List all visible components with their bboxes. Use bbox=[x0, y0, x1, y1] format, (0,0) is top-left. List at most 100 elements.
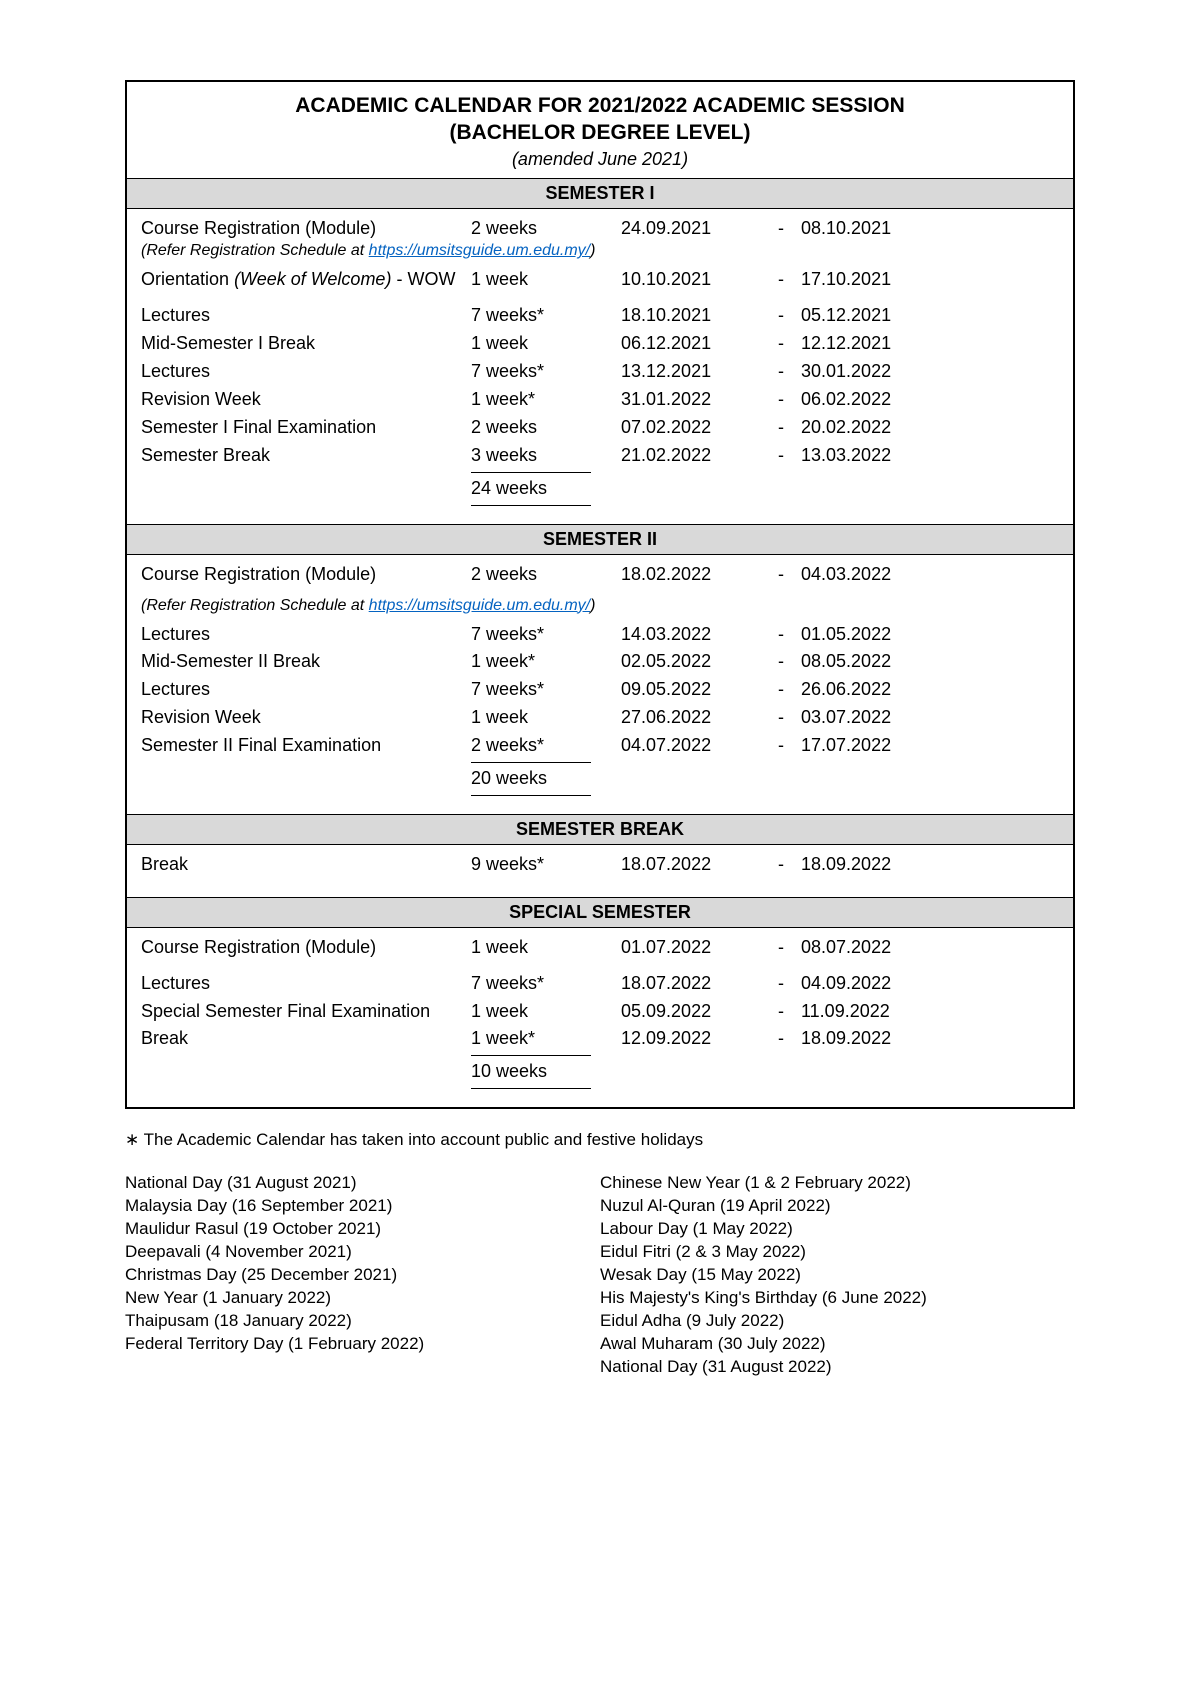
calendar-row: Revision Week1 week*31.01.2022-06.02.202… bbox=[141, 386, 1059, 414]
row-end-date: 04.03.2022 bbox=[801, 561, 941, 589]
row-start-date: 14.03.2022 bbox=[621, 621, 761, 649]
row-separator: - bbox=[761, 330, 801, 358]
row-duration: 1 week* bbox=[471, 648, 621, 676]
row-separator: - bbox=[761, 676, 801, 704]
holiday-item: Federal Territory Day (1 February 2022) bbox=[125, 1333, 600, 1356]
holiday-item: Eidul Fitri (2 & 3 May 2022) bbox=[600, 1241, 1075, 1264]
row-end-date: 05.12.2021 bbox=[801, 302, 941, 330]
row-description: Course Registration (Module) bbox=[141, 561, 471, 589]
calendar-row: Course Registration (Module)2 weeks24.09… bbox=[141, 215, 1059, 243]
row-duration: 7 weeks* bbox=[471, 358, 621, 386]
row-duration: 2 weeks* bbox=[471, 732, 621, 760]
row-description: Lectures bbox=[141, 358, 471, 386]
row-description: Revision Week bbox=[141, 704, 471, 732]
title-block: ACADEMIC CALENDAR FOR 2021/2022 ACADEMIC… bbox=[127, 82, 1073, 178]
holiday-item: Christmas Day (25 December 2021) bbox=[125, 1264, 600, 1287]
calendar-row: Semester Break3 weeks21.02.2022-13.03.20… bbox=[141, 442, 1059, 470]
row-description: Semester I Final Examination bbox=[141, 414, 471, 442]
calendar-row: Revision Week1 week27.06.2022-03.07.2022 bbox=[141, 704, 1059, 732]
row-end-date: 04.09.2022 bbox=[801, 970, 941, 998]
row-description: Semester Break bbox=[141, 442, 471, 470]
refer-link[interactable]: https://umsitsguide.um.edu.my/ bbox=[369, 242, 590, 259]
row-duration: 7 weeks* bbox=[471, 302, 621, 330]
row-start-date: 18.10.2021 bbox=[621, 302, 761, 330]
row-description: Lectures bbox=[141, 621, 471, 649]
calendar-container: ACADEMIC CALENDAR FOR 2021/2022 ACADEMIC… bbox=[125, 80, 1075, 1109]
total-weeks: 10 weeks bbox=[471, 1055, 591, 1089]
holiday-item: National Day (31 August 2021) bbox=[125, 1172, 600, 1195]
calendar-row: Course Registration (Module)2 weeks18.02… bbox=[141, 561, 1059, 589]
row-end-date: 01.05.2022 bbox=[801, 621, 941, 649]
calendar-row: Special Semester Final Examination1 week… bbox=[141, 998, 1059, 1026]
holiday-columns: National Day (31 August 2021)Malaysia Da… bbox=[125, 1172, 1075, 1378]
row-separator: - bbox=[761, 358, 801, 386]
row-separator: - bbox=[761, 414, 801, 442]
row-separator: - bbox=[761, 732, 801, 760]
row-separator: - bbox=[761, 648, 801, 676]
row-duration: 2 weeks bbox=[471, 215, 621, 243]
row-separator: - bbox=[761, 851, 801, 879]
row-separator: - bbox=[761, 266, 801, 294]
calendar-row: Mid-Semester II Break1 week*02.05.2022-0… bbox=[141, 648, 1059, 676]
section-header: SEMESTER II bbox=[127, 524, 1073, 555]
row-duration: 1 week bbox=[471, 998, 621, 1026]
row-start-date: 01.07.2022 bbox=[621, 934, 761, 962]
row-separator: - bbox=[761, 442, 801, 470]
section-body: Course Registration (Module)1 week01.07.… bbox=[127, 928, 1073, 1107]
row-start-date: 06.12.2021 bbox=[621, 330, 761, 358]
footnote-text: ∗ The Academic Calendar has taken into a… bbox=[125, 1129, 1075, 1152]
title-line2: (BACHELOR DEGREE LEVEL) bbox=[147, 119, 1053, 146]
refer-link[interactable]: https://umsitsguide.um.edu.my/ bbox=[369, 597, 590, 614]
row-start-date: 18.07.2022 bbox=[621, 851, 761, 879]
row-duration: 1 week bbox=[471, 934, 621, 962]
row-start-date: 24.09.2021 bbox=[621, 215, 761, 243]
calendar-row: Mid-Semester I Break1 week06.12.2021-12.… bbox=[141, 330, 1059, 358]
section-body: Course Registration (Module)2 weeks18.02… bbox=[127, 555, 1073, 814]
row-separator: - bbox=[761, 704, 801, 732]
row-duration: 2 weeks bbox=[471, 414, 621, 442]
row-start-date: 10.10.2021 bbox=[621, 266, 761, 294]
row-end-date: 08.07.2022 bbox=[801, 934, 941, 962]
row-start-date: 18.02.2022 bbox=[621, 561, 761, 589]
section-header: SEMESTER BREAK bbox=[127, 814, 1073, 845]
row-description: Break bbox=[141, 1025, 471, 1053]
row-duration: 3 weeks bbox=[471, 442, 621, 470]
row-description: Course Registration (Module) bbox=[141, 215, 471, 243]
holiday-item: His Majesty's King's Birthday (6 June 20… bbox=[600, 1287, 1075, 1310]
holiday-item: Labour Day (1 May 2022) bbox=[600, 1218, 1075, 1241]
calendar-row: Lectures7 weeks*13.12.2021-30.01.2022 bbox=[141, 358, 1059, 386]
row-end-date: 06.02.2022 bbox=[801, 386, 941, 414]
row-start-date: 27.06.2022 bbox=[621, 704, 761, 732]
title-amended: (amended June 2021) bbox=[147, 149, 1053, 170]
row-start-date: 13.12.2021 bbox=[621, 358, 761, 386]
row-description: Lectures bbox=[141, 676, 471, 704]
row-separator: - bbox=[761, 934, 801, 962]
row-duration: 7 weeks* bbox=[471, 621, 621, 649]
row-end-date: 18.09.2022 bbox=[801, 1025, 941, 1053]
row-end-date: 12.12.2021 bbox=[801, 330, 941, 358]
row-duration: 1 week bbox=[471, 704, 621, 732]
row-separator: - bbox=[761, 998, 801, 1026]
row-start-date: 21.02.2022 bbox=[621, 442, 761, 470]
holiday-item: Chinese New Year (1 & 2 February 2022) bbox=[600, 1172, 1075, 1195]
section-body: Course Registration (Module)2 weeks24.09… bbox=[127, 209, 1073, 524]
row-duration: 7 weeks* bbox=[471, 970, 621, 998]
row-end-date: 13.03.2022 bbox=[801, 442, 941, 470]
total-row: 10 weeks bbox=[141, 1053, 1059, 1089]
total-weeks: 24 weeks bbox=[471, 472, 591, 506]
row-duration: 1 week* bbox=[471, 386, 621, 414]
holidays-right: Chinese New Year (1 & 2 February 2022)Nu… bbox=[600, 1172, 1075, 1378]
holiday-item: Deepavali (4 November 2021) bbox=[125, 1241, 600, 1264]
holiday-item: Eidul Adha (9 July 2022) bbox=[600, 1310, 1075, 1333]
calendar-row: Orientation (Week of Welcome) - WOW1 wee… bbox=[141, 266, 1059, 294]
calendar-row: Semester II Final Examination2 weeks*04.… bbox=[141, 732, 1059, 760]
calendar-row: Semester I Final Examination2 weeks07.02… bbox=[141, 414, 1059, 442]
row-description: Revision Week bbox=[141, 386, 471, 414]
refer-note: (Refer Registration Schedule at https://… bbox=[141, 597, 1059, 615]
holiday-item: Nuzul Al-Quran (19 April 2022) bbox=[600, 1195, 1075, 1218]
calendar-row: Lectures7 weeks*14.03.2022-01.05.2022 bbox=[141, 621, 1059, 649]
total-weeks: 20 weeks bbox=[471, 762, 591, 796]
holiday-item: Malaysia Day (16 September 2021) bbox=[125, 1195, 600, 1218]
row-end-date: 20.02.2022 bbox=[801, 414, 941, 442]
row-end-date: 08.10.2021 bbox=[801, 215, 941, 243]
